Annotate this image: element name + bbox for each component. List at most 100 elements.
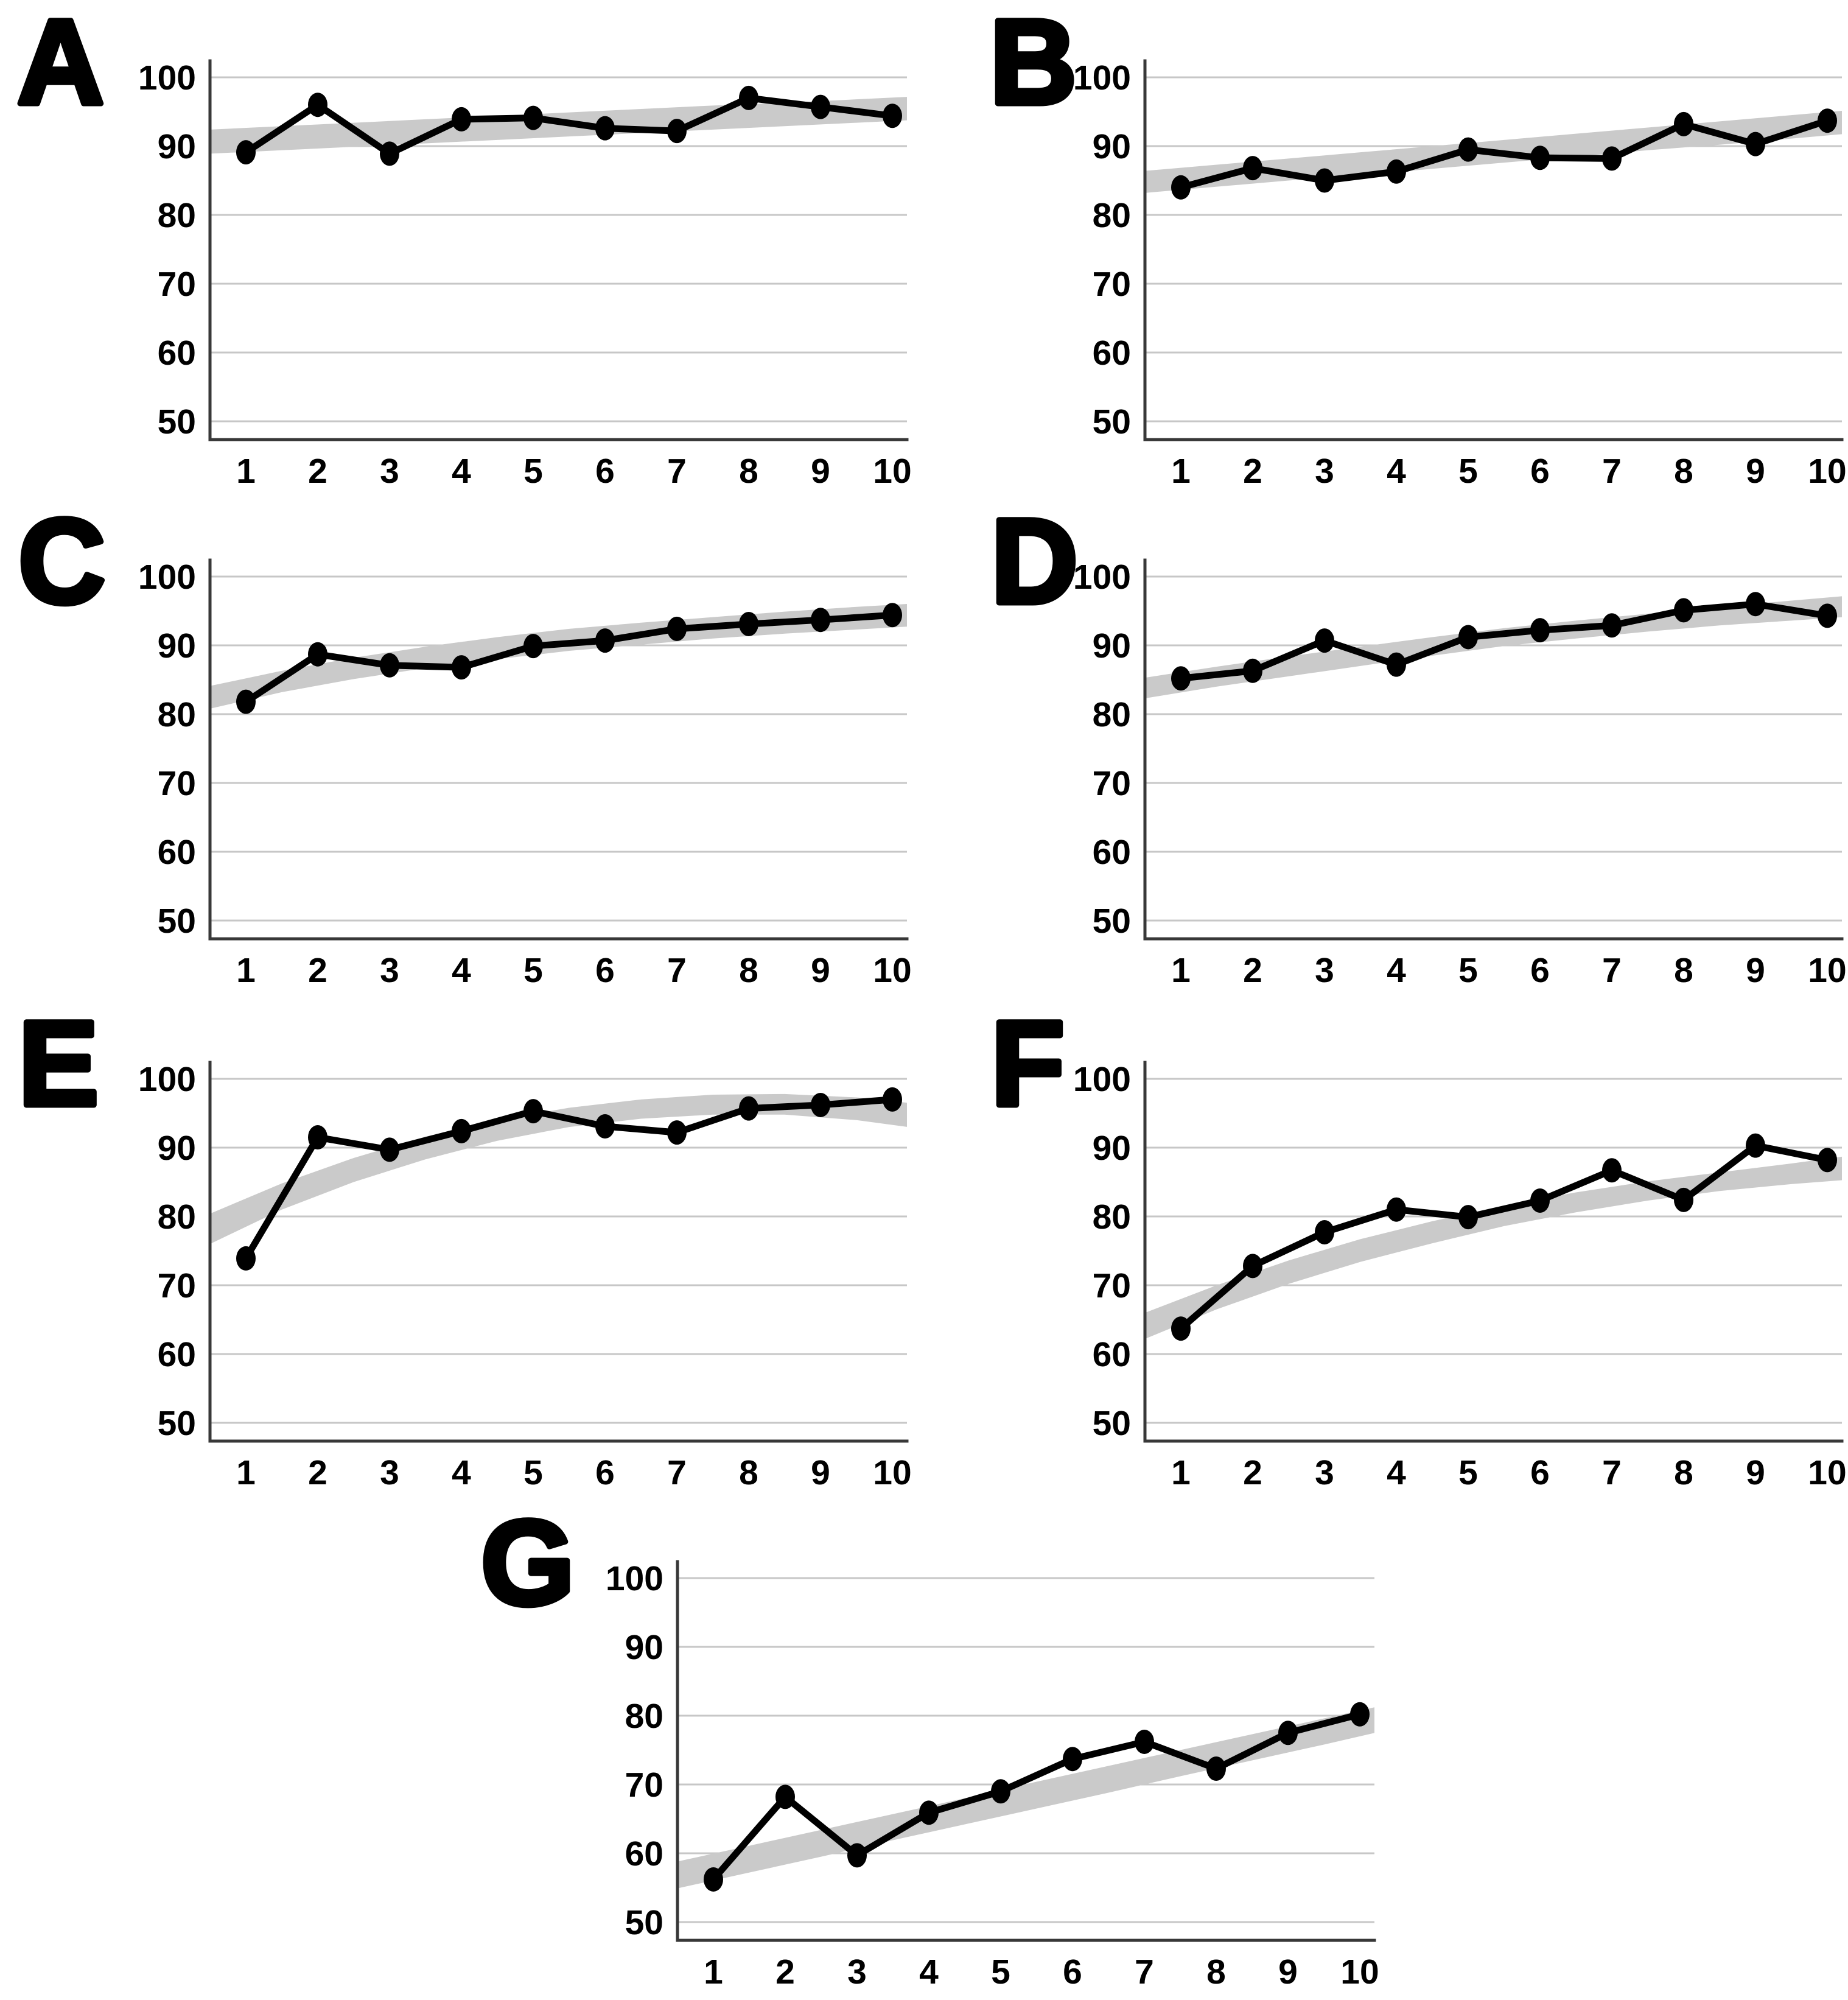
panel-B: B 50 60 70 80 90 100 1 2 3 4 5 6 7 8 9 10	[935, 0, 1848, 493]
data-point	[919, 1800, 939, 1825]
x-tick-label: 6	[1530, 452, 1550, 491]
data-point	[308, 642, 327, 667]
y-tick-label: 70	[625, 1766, 663, 1805]
data-point	[1458, 1205, 1478, 1230]
panel-G: G 50 60 70 80 90 100 1 2 3 4 5 6 7 8 9 10	[467, 1493, 1381, 1994]
x-tick-label: 8	[1674, 951, 1693, 990]
x-tick-label: 6	[595, 1453, 615, 1492]
trend-band	[210, 603, 907, 709]
y-tick-label: 60	[158, 334, 196, 373]
x-tick-label: 6	[595, 452, 615, 491]
data-point	[1674, 111, 1693, 136]
x-tick-label: 1	[1171, 951, 1191, 990]
data-point	[1350, 1702, 1370, 1727]
x-tick-label: 7	[1135, 1953, 1154, 1991]
y-tick-label: 90	[1093, 127, 1131, 166]
data-line	[1177, 1142, 1831, 1332]
y-tick-label: 80	[1093, 1198, 1131, 1237]
x-tick-label: 4	[1387, 951, 1406, 990]
data-point	[883, 603, 902, 628]
chart-C: C 50 60 70 80 90 100 1 2 3 4 5 6 7 8 9 10	[16, 491, 912, 991]
panel-label-F: F	[991, 996, 1065, 1131]
data-point	[883, 1087, 902, 1112]
data-point	[595, 116, 615, 141]
panel-C: C 50 60 70 80 90 100 1 2 3 4 5 6 7 8 9 10	[0, 491, 913, 992]
panel-label-E: E	[18, 996, 99, 1131]
data-point	[236, 140, 256, 165]
x-tick-label: 1	[236, 951, 256, 990]
data-point	[775, 1784, 795, 1809]
x-tick-label: 2	[1243, 1453, 1262, 1492]
x-tick-label: 8	[739, 951, 758, 990]
chart-A: A 50 60 70 80 90 100 1 2 3 4 5 6 7 8 9 10	[15, 0, 912, 491]
data-point	[1818, 603, 1837, 628]
y-tick-label: 70	[1093, 265, 1131, 304]
data-point	[1602, 146, 1622, 171]
data-point	[236, 689, 256, 714]
data-point	[308, 93, 327, 118]
data-point	[1674, 598, 1693, 623]
data-point	[1315, 168, 1334, 193]
y-tick-label: 100	[138, 558, 196, 597]
x-tick-label: 10	[1808, 1453, 1846, 1492]
data-point	[1530, 618, 1550, 643]
x-tick-label: 2	[775, 1953, 795, 1991]
data-point	[991, 1779, 1010, 1804]
data-point	[739, 611, 758, 636]
data-point	[1278, 1721, 1298, 1746]
y-tick-label: 60	[158, 1335, 196, 1374]
data-point	[1602, 1158, 1622, 1183]
chart-E: E 50 60 70 80 90 100 1 2 3 4 5 6 7 8 9 10	[16, 994, 912, 1493]
y-tick-label: 80	[158, 695, 196, 734]
y-tick-label: 80	[158, 196, 196, 235]
trend-band	[677, 1707, 1374, 1889]
trend-band	[1145, 1156, 1842, 1339]
data-point	[1171, 1316, 1191, 1341]
x-tick-label: 8	[1206, 1953, 1226, 1991]
x-tick-label: 10	[873, 1453, 911, 1492]
x-tick-label: 9	[811, 1453, 830, 1492]
data-point	[1674, 1187, 1693, 1212]
data-point	[380, 653, 399, 678]
x-tick-label: 4	[919, 1953, 939, 1991]
x-tick-label: 4	[452, 951, 471, 990]
x-tick-label: 3	[1315, 1453, 1334, 1492]
chart-B: B 50 60 70 80 90 100 1 2 3 4 5 6 7 8 9 10	[987, 0, 1847, 491]
x-tick-label: 8	[1674, 452, 1693, 491]
panel-label-G: G	[481, 1495, 575, 1630]
data-point	[1387, 1197, 1406, 1222]
x-tick-label: 1	[704, 1953, 723, 1991]
panel-label-B: B	[990, 0, 1077, 129]
x-tick-label: 7	[1602, 452, 1622, 491]
x-tick-label: 8	[1674, 1453, 1693, 1492]
data-point	[667, 1120, 687, 1145]
data-point	[1243, 1254, 1262, 1279]
x-tick-label: 5	[523, 951, 543, 990]
x-tick-label: 10	[873, 452, 911, 491]
data-point	[1530, 1188, 1550, 1213]
x-tick-label: 2	[1243, 951, 1262, 990]
y-tick-label: 100	[1073, 558, 1131, 597]
x-tick-label: 1	[236, 1453, 256, 1492]
x-tick-label: 2	[308, 951, 327, 990]
trend-band	[1145, 596, 1842, 699]
y-tick-label: 80	[158, 1198, 196, 1237]
y-tick-label: 70	[1093, 1266, 1131, 1305]
trend-band	[210, 1093, 907, 1244]
y-tick-label: 100	[606, 1559, 663, 1598]
x-tick-label: 2	[308, 1453, 327, 1492]
y-tick-label: 50	[1093, 902, 1131, 941]
panel-D: D 50 60 70 80 90 100 1 2 3 4 5 6 7 8 9 10	[935, 491, 1848, 992]
x-tick-label: 3	[847, 1953, 867, 1991]
panel-F: F 50 60 70 80 90 100 1 2 3 4 5 6 7 8 9 10	[935, 994, 1848, 1495]
y-tick-label: 60	[1093, 334, 1131, 373]
data-point	[236, 1246, 256, 1271]
y-tick-label: 60	[625, 1834, 663, 1873]
x-tick-label: 4	[1387, 1453, 1406, 1492]
data-point	[523, 1099, 543, 1124]
data-point	[380, 141, 399, 166]
y-tick-label: 60	[1093, 1335, 1131, 1374]
data-point	[1746, 132, 1765, 156]
data-point	[1171, 666, 1191, 691]
data-point	[847, 1843, 867, 1868]
